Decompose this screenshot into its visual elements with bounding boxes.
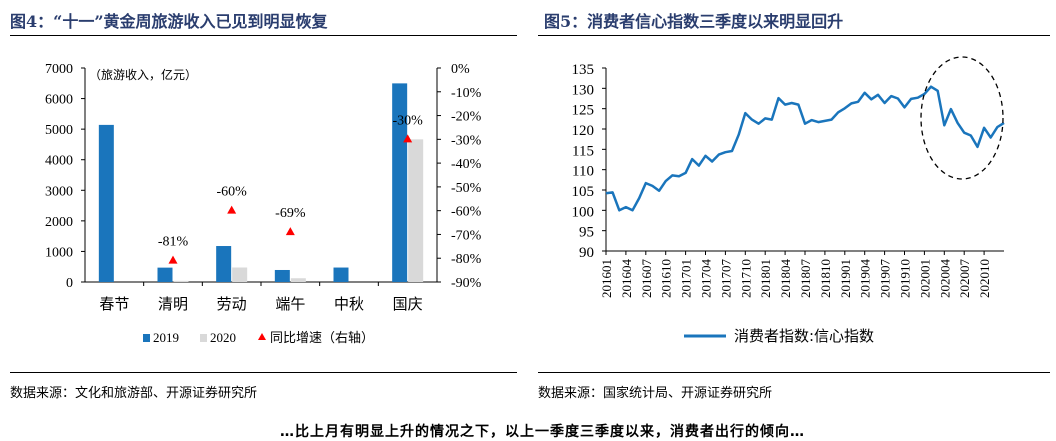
bar-2019 <box>333 267 349 282</box>
bar-2019 <box>274 269 290 282</box>
x-tick-label: 201901 <box>838 259 853 298</box>
x-tick-label: 201610 <box>659 259 674 298</box>
growth-marker <box>227 205 237 214</box>
legend-label-growth: 同比增速（右轴） <box>270 331 374 346</box>
bar-2020 <box>408 139 424 282</box>
y-tick-label: 7000 <box>45 62 73 77</box>
growth-data-label: -60% <box>217 185 248 200</box>
left-source: 数据来源：文化和旅游部、开源证券研究所 <box>10 386 258 401</box>
y-tick-label: 4000 <box>45 154 73 169</box>
right-source: 数据来源：国家统计局、开源证券研究所 <box>538 386 773 401</box>
legend-label: 消费者指数:信心指数 <box>734 327 874 345</box>
x-category-label: 春节 <box>99 295 129 313</box>
y-tick-label: 3000 <box>45 184 73 199</box>
y-tick-label: 100 <box>572 204 595 220</box>
y2-tick-label: -10% <box>451 86 482 101</box>
legend-marker-growth <box>258 333 266 340</box>
x-tick-label: 201607 <box>639 259 654 299</box>
y-tick-label: 105 <box>572 184 595 200</box>
right-panel: 图5：消费者信心指数三季度以来明显回升 90 95 100 105 110 115 120 1… <box>534 0 1056 431</box>
footer-partial-text: …比上月有明显上升的情况之下，以上一季度三季度以来，消费者出行的倾向… <box>280 424 805 440</box>
x-tick-label: 201801 <box>758 259 773 298</box>
growth-marker <box>285 227 295 236</box>
bar-2019 <box>157 267 173 282</box>
bar-2020 <box>173 280 189 282</box>
y-unit-label: （旅游收入，亿元） <box>89 67 197 82</box>
growth-data-label: -69% <box>275 206 306 221</box>
y-tick-label: 135 <box>572 62 595 78</box>
x-tick-label: 201910 <box>898 259 913 298</box>
y-tick-label: 0 <box>66 276 73 291</box>
y-tick-label: 125 <box>572 103 595 119</box>
x-tick-label: 201707 <box>718 259 733 299</box>
growth-marker <box>403 134 413 143</box>
y2-tick-label: -70% <box>451 228 482 243</box>
x-tick-label: 201704 <box>699 259 714 299</box>
left-chart-title: 图4：“十一”黄金周旅游收入已见到明显恢复 <box>10 12 328 31</box>
growth-data-label: -30% <box>393 113 424 128</box>
highlight-ellipse <box>920 56 1004 180</box>
left-panel: 图4：“十一”黄金周旅游收入已见到明显恢复 0 1000 2000 3000 4000 5… <box>0 0 520 431</box>
right-bottom-rule <box>538 372 1050 373</box>
x-tick-label: 202010 <box>977 259 992 298</box>
bar-2019 <box>98 124 114 282</box>
x-tick-label: 202004 <box>937 259 952 299</box>
bar-2020 <box>290 278 306 282</box>
right-chart-title: 图5：消费者信心指数三季度以来明显回升 <box>544 12 844 31</box>
x-tick-label: 201601 <box>599 259 614 298</box>
y2-tick-label: -30% <box>451 133 482 148</box>
x-tick-label: 202001 <box>917 259 932 298</box>
x-category-label: 劳动 <box>217 295 247 313</box>
y-tick-label: 6000 <box>45 93 73 108</box>
confidence-index-line <box>605 85 1005 212</box>
y2-tick-label: -80% <box>451 252 482 267</box>
y-tick-label: 5000 <box>45 123 73 138</box>
legend-swatch-2019 <box>143 334 150 342</box>
y2-tick-label: -40% <box>451 157 482 172</box>
x-tick-label: 201810 <box>818 259 833 298</box>
y-tick-label: 115 <box>572 143 594 159</box>
bar-chart: 0 1000 2000 3000 4000 5000 6000 7000 0% -10% -20% -… <box>45 62 482 346</box>
x-tick-label: 201604 <box>619 259 634 299</box>
x-category-label: 端午 <box>275 295 305 313</box>
x-tick-label: 201701 <box>679 259 694 298</box>
growth-data-label: -81% <box>158 235 189 250</box>
y-tick-label: 110 <box>572 164 594 180</box>
y-tick-label: 2000 <box>45 215 73 230</box>
bar-2019 <box>216 246 232 282</box>
y2-tick-label: -50% <box>451 181 482 196</box>
line-chart: 90 95 100 105 110 115 120 125 130 135 201601 201604… <box>572 56 1005 345</box>
bar-2019 <box>392 83 408 282</box>
right-title-rule <box>538 35 1050 36</box>
x-tick-label: 201804 <box>778 259 793 299</box>
growth-marker <box>168 255 178 264</box>
left-title-rule <box>10 35 517 36</box>
x-tick-label: 201807 <box>798 259 813 299</box>
x-tick-label: 202007 <box>957 259 972 299</box>
legend-label-2020: 2020 <box>210 330 236 345</box>
y2-tick-label: -20% <box>451 110 482 125</box>
y2-tick-label: -60% <box>451 205 482 220</box>
legend-label-2019: 2019 <box>153 330 179 345</box>
x-tick-label: 201710 <box>738 259 753 298</box>
left-bottom-rule <box>10 372 517 373</box>
y-tick-label: 95 <box>579 225 594 241</box>
y2-tick-label: 0% <box>451 62 470 77</box>
y2-tick-label: -90% <box>451 276 482 291</box>
y-tick-label: 120 <box>572 123 595 139</box>
y-tick-label: 90 <box>579 245 594 261</box>
x-tick-label: 201907 <box>878 259 893 299</box>
x-category-label: 清明 <box>158 295 188 313</box>
x-tick-label: 201904 <box>858 259 873 299</box>
bar-2020 <box>232 267 248 282</box>
x-category-label: 中秋 <box>334 295 364 313</box>
y-tick-label: 130 <box>572 82 595 98</box>
legend-swatch-2020 <box>200 334 207 342</box>
y-tick-label: 1000 <box>45 245 73 260</box>
x-category-label: 国庆 <box>393 295 423 313</box>
